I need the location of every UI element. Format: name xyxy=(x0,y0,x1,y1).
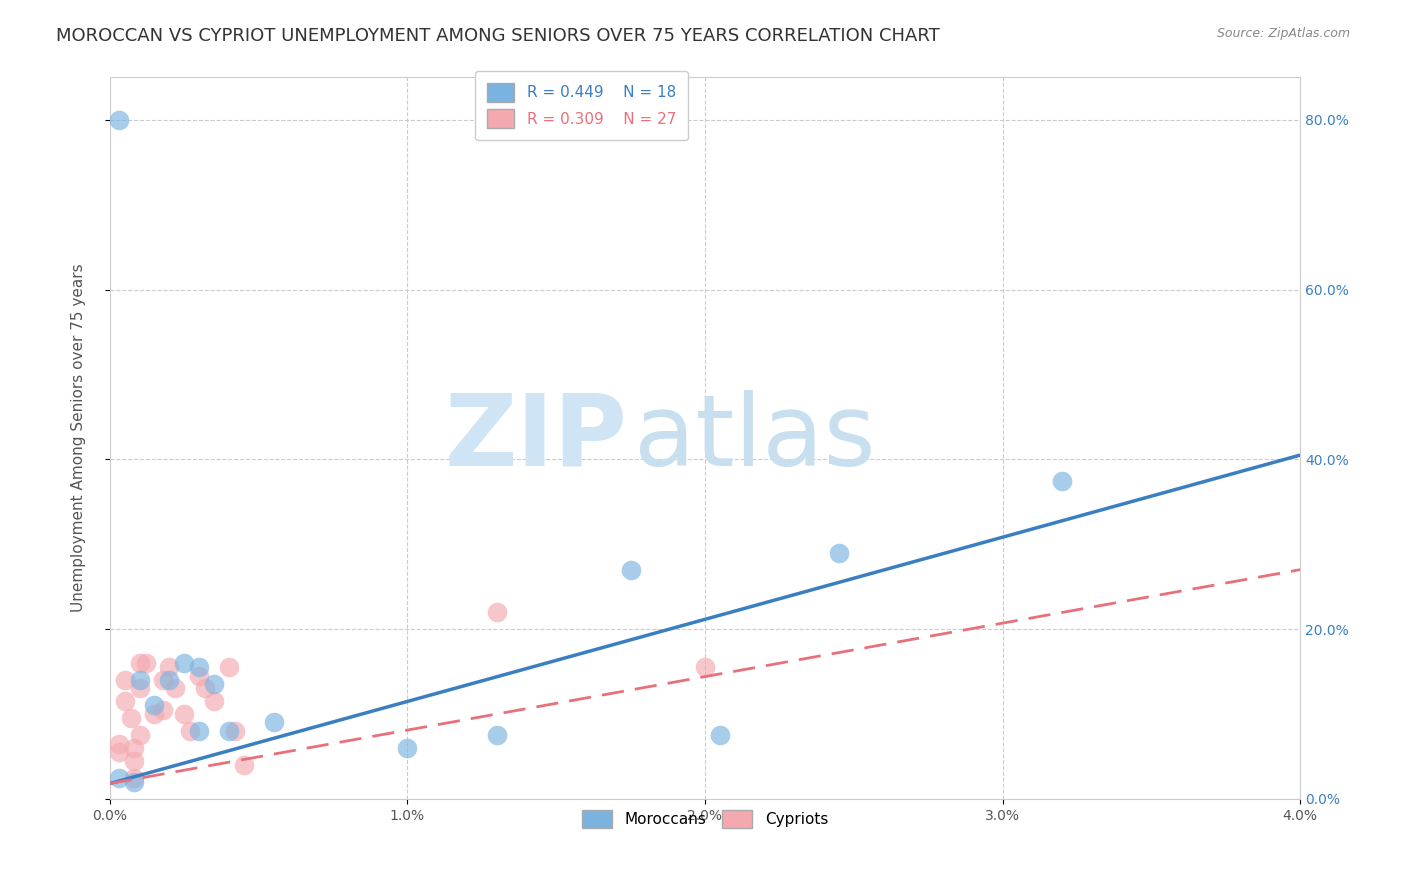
Point xyxy=(224,723,246,738)
Point xyxy=(173,706,195,721)
Point xyxy=(107,771,129,785)
Point xyxy=(1050,474,1073,488)
Point xyxy=(218,660,240,674)
Point xyxy=(619,563,641,577)
Text: atlas: atlas xyxy=(634,390,875,487)
Point xyxy=(152,673,174,687)
Point xyxy=(179,723,201,738)
Point xyxy=(128,728,150,742)
Point xyxy=(194,681,217,696)
Point xyxy=(128,656,150,670)
Point xyxy=(128,681,150,696)
Point xyxy=(107,737,129,751)
Point xyxy=(709,728,731,742)
Text: ZIP: ZIP xyxy=(444,390,627,487)
Point xyxy=(107,112,129,127)
Point xyxy=(263,715,285,730)
Point xyxy=(202,677,225,691)
Point xyxy=(165,681,187,696)
Point xyxy=(143,698,166,713)
Point xyxy=(188,669,211,683)
Point xyxy=(485,728,508,742)
Y-axis label: Unemployment Among Seniors over 75 years: Unemployment Among Seniors over 75 years xyxy=(72,264,86,613)
Point xyxy=(135,656,157,670)
Point xyxy=(173,656,195,670)
Point xyxy=(396,740,419,755)
Point xyxy=(128,673,150,687)
Point xyxy=(122,771,145,785)
Point xyxy=(828,546,851,560)
Point xyxy=(485,605,508,619)
Point xyxy=(157,660,180,674)
Point xyxy=(120,711,142,725)
Point xyxy=(188,723,211,738)
Point xyxy=(143,706,166,721)
Point xyxy=(122,775,145,789)
Point xyxy=(122,740,145,755)
Point xyxy=(157,673,180,687)
Point xyxy=(188,660,211,674)
Point xyxy=(114,673,136,687)
Text: MOROCCAN VS CYPRIOT UNEMPLOYMENT AMONG SENIORS OVER 75 YEARS CORRELATION CHART: MOROCCAN VS CYPRIOT UNEMPLOYMENT AMONG S… xyxy=(56,27,941,45)
Point xyxy=(202,694,225,708)
Point xyxy=(122,754,145,768)
Legend: Moroccans, Cypriots: Moroccans, Cypriots xyxy=(576,804,834,835)
Point xyxy=(152,703,174,717)
Point xyxy=(218,723,240,738)
Point xyxy=(107,745,129,759)
Point xyxy=(232,757,254,772)
Text: Source: ZipAtlas.com: Source: ZipAtlas.com xyxy=(1216,27,1350,40)
Point xyxy=(693,660,716,674)
Point xyxy=(114,694,136,708)
